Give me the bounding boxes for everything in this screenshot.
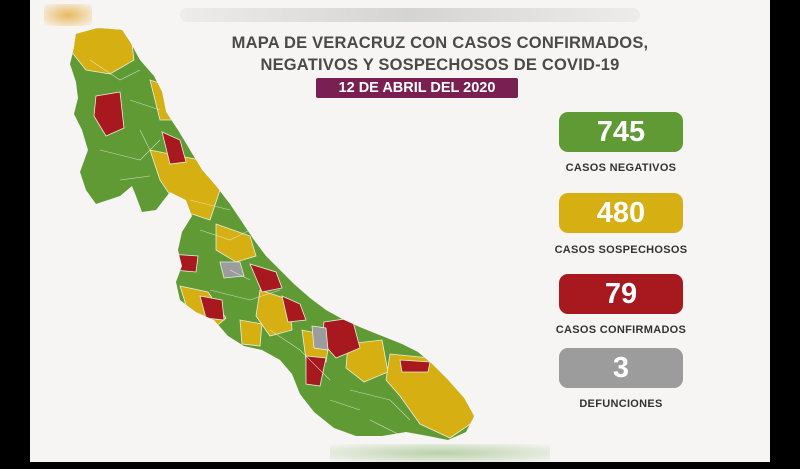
date-badge: 12 DE ABRIL DEL 2020 (316, 78, 518, 98)
negative-cases-label: CASOS NEGATIVOS (565, 162, 677, 174)
corner-blur-artifact (44, 4, 92, 26)
suspect-cases-value: 480 (559, 193, 683, 233)
video-frame: MAPA DE VERACRUZ CON CASOS CONFIRMADOS, … (30, 0, 770, 462)
bottom-blur-artifact (330, 444, 550, 462)
deaths-value: 3 (559, 348, 683, 388)
veracruz-map (70, 28, 474, 440)
confirmed-cases-value: 79 (559, 274, 683, 314)
blurred-header-text (180, 8, 640, 22)
map-title-line1: MAPA DE VERACRUZ CON CASOS CONFIRMADOS, (231, 34, 649, 52)
map-title: MAPA DE VERACRUZ CON CASOS CONFIRMADOS, … (180, 32, 700, 76)
confirmed-cases-label: CASOS CONFIRMADOS (555, 324, 687, 336)
map-title-line2: NEGATIVOS Y SOSPECHOSOS DE COVID-19 (260, 56, 620, 74)
negative-cases-value: 745 (559, 112, 683, 152)
suspect-cases-label: CASOS SOSPECHOSOS (554, 244, 688, 256)
deaths-label: DEFUNCIONES (579, 398, 663, 410)
